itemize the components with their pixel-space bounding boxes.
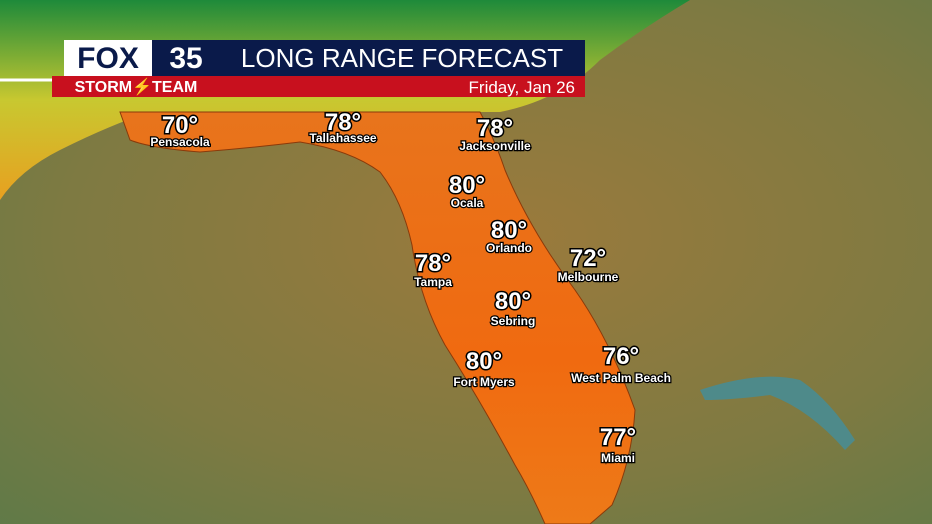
temp: 80° <box>495 288 531 315</box>
city: Ocala <box>451 196 484 210</box>
city: Miami <box>601 451 635 465</box>
temp: 80° <box>466 348 502 375</box>
city: West Palm Beach <box>571 371 671 385</box>
temp: 80° <box>449 172 485 199</box>
temp: 80° <box>491 217 527 244</box>
city: Melbourne <box>558 270 619 284</box>
city: Sebring <box>491 314 536 328</box>
temp: 77° <box>600 424 636 451</box>
logo: FOX <box>77 42 139 75</box>
city: Tallahassee <box>309 131 376 145</box>
temp: 78° <box>415 250 451 277</box>
florida <box>119 111 636 524</box>
city: Jacksonville <box>459 139 531 153</box>
temp: 70° <box>162 112 198 139</box>
channel-box <box>152 40 220 76</box>
city: Pensacola <box>150 135 210 149</box>
city: Orlando <box>486 241 532 255</box>
date: Friday, Jan 26 <box>469 78 575 97</box>
temp: 78° <box>325 109 361 136</box>
temp: 72° <box>570 245 606 272</box>
temp: 78° <box>477 115 513 142</box>
channel: 35 <box>169 42 202 75</box>
cuba <box>700 376 855 450</box>
title: LONG RANGE FORECAST <box>241 43 563 73</box>
date-bar <box>220 76 585 97</box>
temp: 76° <box>603 343 639 370</box>
city: Tampa <box>414 275 452 289</box>
city: Fort Myers <box>453 375 515 389</box>
team: STORM⚡TEAM <box>75 77 198 96</box>
team-bar <box>52 76 220 97</box>
logo-box <box>64 40 152 76</box>
title-bar <box>220 40 585 76</box>
